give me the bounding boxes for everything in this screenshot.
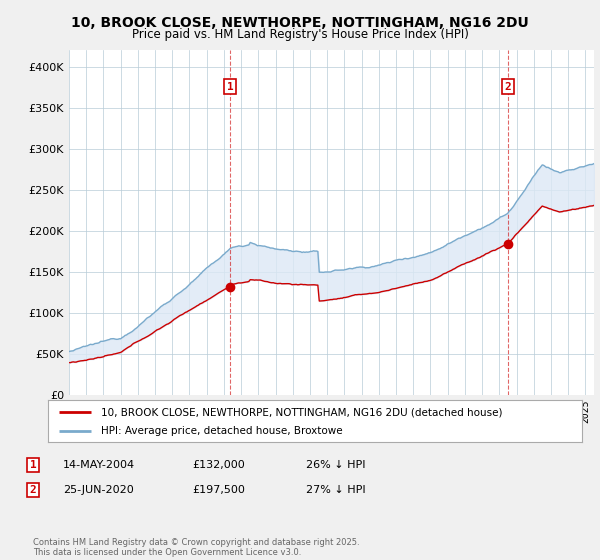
Text: Price paid vs. HM Land Registry's House Price Index (HPI): Price paid vs. HM Land Registry's House … [131,28,469,41]
Text: HPI: Average price, detached house, Broxtowe: HPI: Average price, detached house, Brox… [101,426,343,436]
Text: 10, BROOK CLOSE, NEWTHORPE, NOTTINGHAM, NG16 2DU: 10, BROOK CLOSE, NEWTHORPE, NOTTINGHAM, … [71,16,529,30]
Text: 26% ↓ HPI: 26% ↓ HPI [306,460,365,470]
Text: 2: 2 [505,82,511,92]
Text: £197,500: £197,500 [192,485,245,495]
Text: £132,000: £132,000 [192,460,245,470]
Text: 2: 2 [29,485,37,495]
Text: Contains HM Land Registry data © Crown copyright and database right 2025.
This d: Contains HM Land Registry data © Crown c… [33,538,359,557]
Text: 10, BROOK CLOSE, NEWTHORPE, NOTTINGHAM, NG16 2DU (detached house): 10, BROOK CLOSE, NEWTHORPE, NOTTINGHAM, … [101,407,503,417]
Text: 14-MAY-2004: 14-MAY-2004 [63,460,135,470]
Text: 25-JUN-2020: 25-JUN-2020 [63,485,134,495]
Text: 27% ↓ HPI: 27% ↓ HPI [306,485,365,495]
Text: 1: 1 [29,460,37,470]
Text: 1: 1 [227,82,233,92]
